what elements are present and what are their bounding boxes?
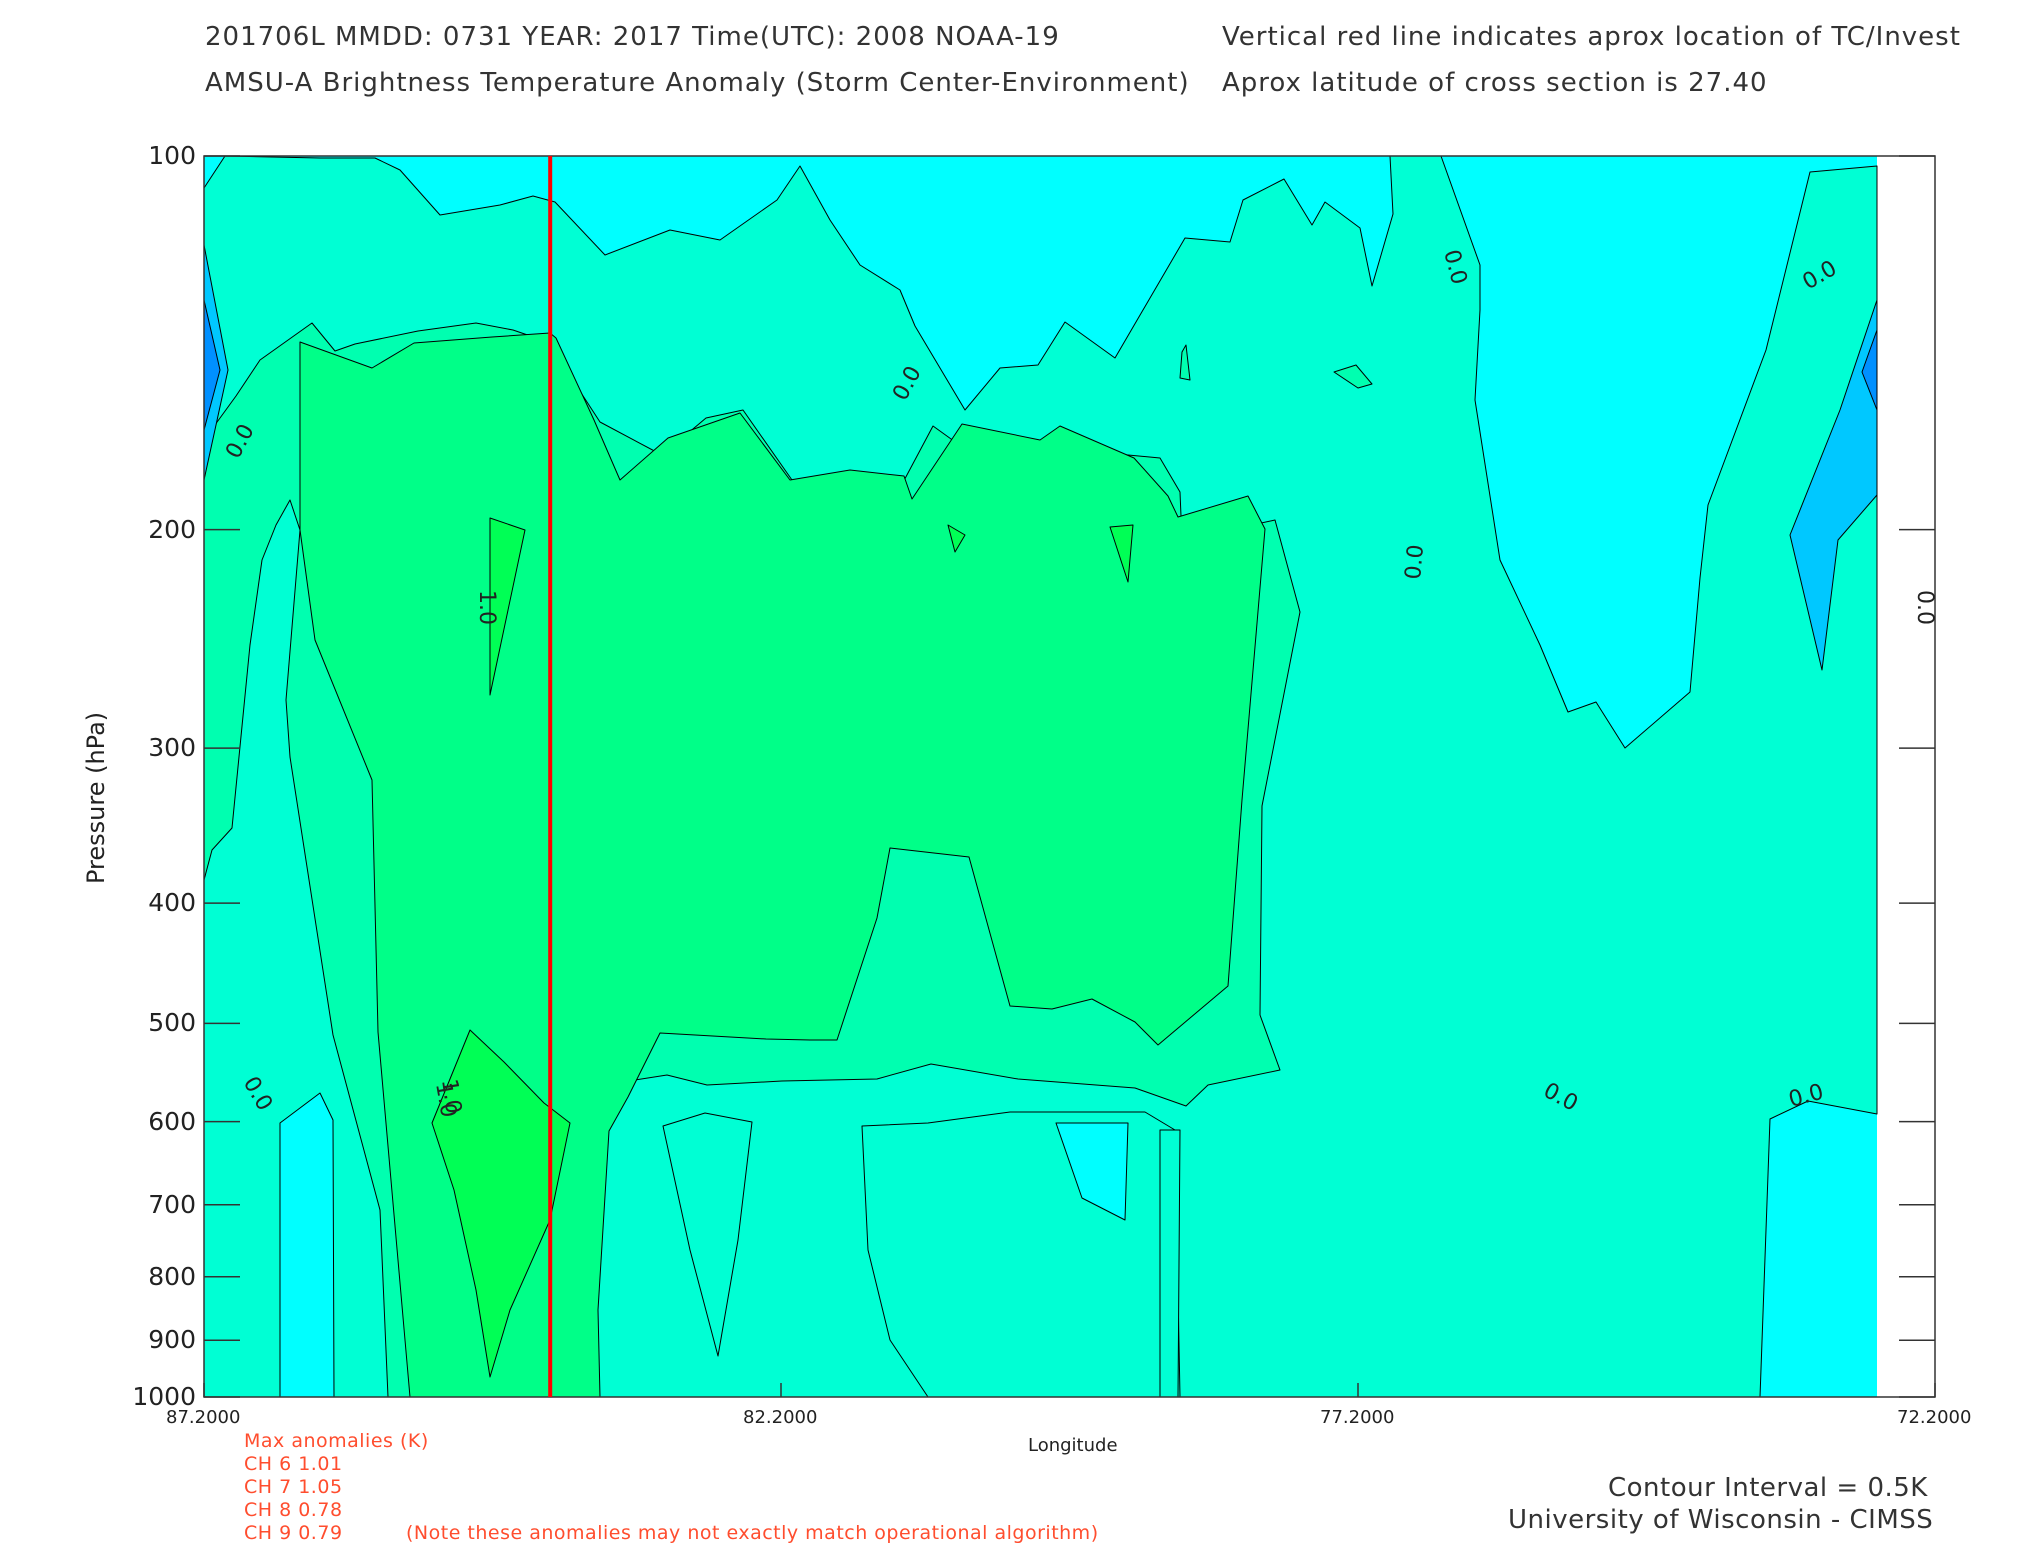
y-tick-label: 900 xyxy=(148,1325,196,1355)
y-tick-label: 200 xyxy=(148,514,196,544)
credit: University of Wisconsin - CIMSS xyxy=(1508,1505,1934,1535)
x-tick-label: 72.2000 xyxy=(1897,1407,1972,1428)
contour-region xyxy=(861,1111,1181,1398)
contour-region xyxy=(489,517,526,696)
contour-label: 1.0 xyxy=(430,1081,461,1120)
contour-region xyxy=(662,1112,753,1357)
header-line2-right: Aprox latitude of cross section is 27.40 xyxy=(1222,68,1768,98)
y-tick-label: 400 xyxy=(148,888,196,918)
y-tick-label: 600 xyxy=(148,1106,196,1136)
contour-region xyxy=(1109,524,1134,583)
contour-region xyxy=(1179,344,1191,381)
contour-region xyxy=(1333,364,1373,389)
x-axis-label: Longitude xyxy=(1028,1435,1118,1456)
contour-interval: Contour Interval = 0.5K xyxy=(1608,1473,1928,1503)
contour-region xyxy=(1159,1129,1181,1398)
anomaly-row: CH 9 0.79 xyxy=(244,1522,343,1544)
y-axis-label: Pressure (hPa) xyxy=(82,711,110,884)
header-line1-left: 201706L MMDD: 0731 YEAR: 2017 Time(UTC):… xyxy=(205,22,1060,52)
plot-border xyxy=(203,155,1936,1398)
contour-region xyxy=(1861,329,1878,411)
contour-region xyxy=(279,1092,335,1398)
y-tick-label: 1000 xyxy=(132,1382,196,1411)
contour-region xyxy=(1789,299,1878,671)
y-tick-label: 500 xyxy=(148,1008,196,1038)
contour-label: 1.0 xyxy=(436,1077,466,1115)
anomaly-row: CH 7 1.05 xyxy=(244,1476,343,1498)
anomalies-title: Max anomalies (K) xyxy=(244,1430,429,1452)
y-tick-label: 800 xyxy=(148,1261,196,1291)
contour-label: 0.0 xyxy=(1401,543,1429,580)
contour-fills xyxy=(203,155,1878,1398)
anomaly-row: CH 6 1.01 xyxy=(244,1453,343,1475)
y-tick-label: 700 xyxy=(148,1189,196,1219)
header-line2-left: AMSU-A Brightness Temperature Anomaly (S… xyxy=(205,68,1190,98)
chart-frame xyxy=(203,155,1936,1398)
contour-region xyxy=(947,524,966,553)
y-tick-label: 300 xyxy=(148,733,196,763)
x-tick-label: 82.2000 xyxy=(743,1407,818,1428)
x-tick-label: 87.2000 xyxy=(166,1407,241,1428)
contour-label: 0.0 xyxy=(1912,590,1937,625)
anomalies-note: (Note these anomalies may not exactly ma… xyxy=(406,1522,1099,1544)
contour-region xyxy=(1055,1122,1129,1221)
anomaly-row: CH 8 0.78 xyxy=(244,1499,343,1521)
x-tick-label: 77.2000 xyxy=(1320,1407,1395,1428)
contour-label: 1.0 xyxy=(474,590,499,625)
y-tick-label: 100 xyxy=(148,141,196,170)
header-line1-right: Vertical red line indicates aprox locati… xyxy=(1222,22,1961,52)
contour-region xyxy=(431,1029,571,1378)
